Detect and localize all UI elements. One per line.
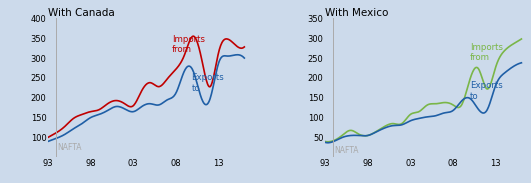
Text: With Mexico: With Mexico (325, 8, 388, 18)
Text: Exports
to: Exports to (191, 73, 224, 93)
Text: NAFTA: NAFTA (335, 146, 359, 155)
Text: With Canada: With Canada (48, 8, 115, 18)
Text: NAFTA: NAFTA (58, 143, 82, 152)
Text: Imports
from: Imports from (172, 35, 204, 54)
Text: Exports
to: Exports to (470, 81, 503, 101)
Text: Imports
from: Imports from (470, 43, 503, 62)
